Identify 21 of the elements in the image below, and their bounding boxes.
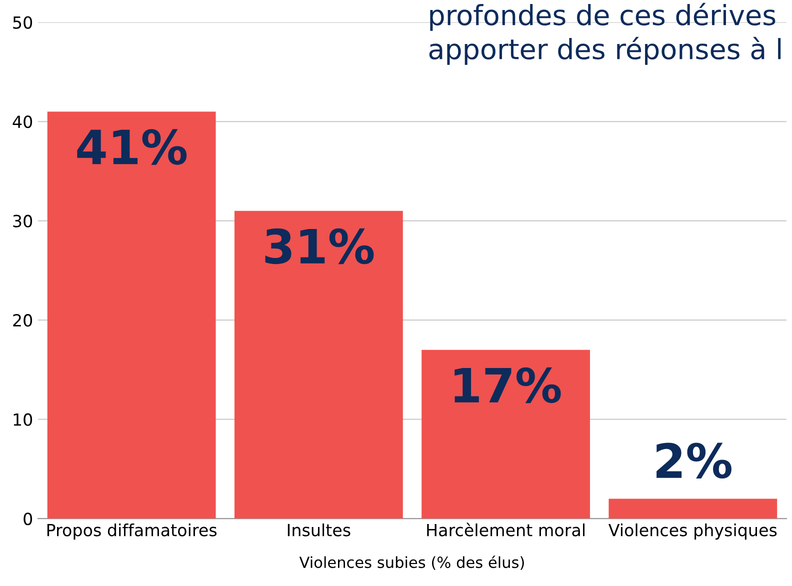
bar (422, 350, 590, 519)
y-tick-label: 50 (13, 16, 32, 29)
x-tick-label: Propos diffamatoires (47, 523, 217, 540)
x-tick-label: Violences physiques (608, 523, 777, 540)
bar (608, 498, 778, 519)
bar (234, 210, 403, 519)
annotation: apporter des réponses à l (429, 36, 781, 65)
y-tick-label: 20 (13, 314, 32, 327)
y-tick-label: 30 (13, 214, 32, 228)
annotation: profondes de ces dérives (430, 2, 776, 31)
y-tick-label: 40 (12, 116, 32, 128)
bar (47, 112, 216, 519)
data-label: 2% (656, 442, 732, 478)
y-tick-label: 10 (14, 413, 32, 426)
data-label: 41% (77, 129, 187, 165)
x-axis-title: Violences subies (% des élus) (299, 556, 524, 570)
x-tick-label: Insultes (288, 523, 350, 536)
x-tick-label: Harcèlement moral (427, 522, 584, 536)
y-tick-label: 0 (24, 512, 32, 526)
data-label: 17% (454, 367, 561, 404)
data-label: 31% (265, 228, 374, 264)
